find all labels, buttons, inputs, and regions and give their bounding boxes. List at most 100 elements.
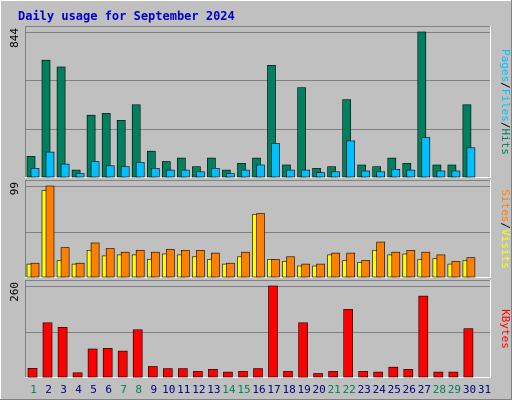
y-axis-label-part: / <box>499 82 512 89</box>
bar-sites <box>286 256 295 278</box>
x-tick-label: 14 <box>222 383 236 396</box>
bar-sites <box>436 254 446 278</box>
x-tick-label: 16 <box>252 383 265 396</box>
x-tick-label: 29 <box>448 383 461 396</box>
bar-kbytes <box>463 328 474 378</box>
bar-sites <box>226 262 235 278</box>
bar-files <box>196 171 205 178</box>
bar-sites <box>391 251 401 278</box>
bar-files <box>421 137 431 178</box>
bar-sites <box>316 263 325 278</box>
bar-files <box>45 151 55 178</box>
x-tick-label: 25 <box>388 383 401 396</box>
bar-sites <box>166 249 175 278</box>
bar-files <box>105 165 115 178</box>
bar-files <box>226 173 235 178</box>
y-axis-label-part: Visits <box>499 229 512 269</box>
bar-files <box>436 170 446 178</box>
bar-files <box>151 168 160 178</box>
y-axis-series-label: Pages/Files/Hits <box>499 49 512 155</box>
bar-sites <box>90 242 100 278</box>
bar-kbytes <box>57 326 68 378</box>
x-tick-label: 4 <box>75 383 82 396</box>
x-tick-label: 21 <box>328 383 341 396</box>
bar-files <box>181 169 190 178</box>
x-tick-label: 15 <box>237 383 250 396</box>
bar-kbytes <box>328 371 338 378</box>
bar-files <box>301 169 310 178</box>
bar-kbytes <box>193 371 203 378</box>
bar-files <box>316 172 325 178</box>
y-axis-label-part: / <box>499 122 512 129</box>
bar-kbytes <box>117 350 128 378</box>
bar-sites <box>406 250 416 278</box>
x-tick-label: 11 <box>177 383 190 396</box>
x-axis-labels: 1 2 3 4 5 6 7 8 9 10 11 12 13 14 15 16 17 18 19 20 21 22 23 24 2… <box>30 383 491 396</box>
bar-sites <box>181 250 190 278</box>
bar-files <box>135 162 145 178</box>
bar-sites <box>421 251 431 278</box>
bar-files <box>60 163 70 178</box>
plot-area <box>25 280 491 378</box>
bar-kbytes <box>448 371 459 378</box>
bar-kbytes <box>132 329 143 378</box>
y-axis-series-label: Sites/Visits <box>499 189 512 269</box>
x-tick-label: 22 <box>343 383 356 396</box>
bar-files <box>286 169 295 178</box>
bar-sites <box>331 252 340 278</box>
bar-files <box>241 169 250 178</box>
x-tick-label: 8 <box>135 383 142 396</box>
bar-hits <box>56 66 66 178</box>
x-tick-label: 27 <box>418 383 431 396</box>
y-axis-label-part: Files <box>499 89 512 122</box>
bar-kbytes <box>433 371 444 378</box>
x-tick-label: 28 <box>433 383 446 396</box>
bar-files <box>120 166 130 178</box>
y-axis-series-label: KBytes <box>499 309 512 349</box>
x-tick-label: 5 <box>90 383 97 396</box>
bar-files <box>331 171 340 178</box>
bar-kbytes <box>418 295 429 378</box>
y-axis-label-part: Sites <box>499 189 512 222</box>
y-axis-label-part: / <box>499 222 512 229</box>
bar-sites <box>451 261 461 278</box>
bar-files <box>466 147 476 178</box>
bar-files <box>166 169 175 178</box>
bar-sites <box>346 252 356 278</box>
bar-kbytes <box>87 348 98 378</box>
panel-visits-sites: 99 Sites/Visits <box>8 180 512 278</box>
bar-files <box>391 169 401 178</box>
bar-files <box>346 140 356 178</box>
bar-kbytes <box>403 368 414 378</box>
x-tick-label: 9 <box>150 383 157 396</box>
x-tick-label: 7 <box>120 383 127 396</box>
bar-sites <box>196 250 205 278</box>
bar-kbytes <box>208 368 218 378</box>
bar-kbytes <box>72 372 83 378</box>
bar-kbytes <box>388 366 399 378</box>
bar-kbytes <box>148 366 158 378</box>
bar-sites <box>211 252 220 278</box>
x-tick-label: 24 <box>373 383 387 396</box>
bar-sites <box>120 251 130 278</box>
bar-sites <box>301 263 310 278</box>
bar-kbytes <box>358 371 369 378</box>
bar-sites <box>361 260 371 278</box>
bar-kbytes <box>298 322 308 378</box>
y-axis-max-label: 844 <box>8 28 21 48</box>
bar-sites <box>30 262 40 278</box>
bar-kbytes <box>163 368 173 378</box>
x-tick-label: 20 <box>312 383 325 396</box>
bar-hits <box>297 87 306 178</box>
bar-kbytes <box>268 285 278 378</box>
bar-sites <box>105 248 115 278</box>
bar-files <box>256 164 265 178</box>
bar-sites <box>376 241 386 278</box>
y-axis-max-label: 260 <box>8 282 21 302</box>
bar-kbytes <box>102 347 113 378</box>
panel-kbytes: 260 KBytes <box>8 280 512 378</box>
x-tick-label: 19 <box>297 383 310 396</box>
x-tick-label: 3 <box>60 383 67 396</box>
bar-kbytes <box>178 368 188 378</box>
